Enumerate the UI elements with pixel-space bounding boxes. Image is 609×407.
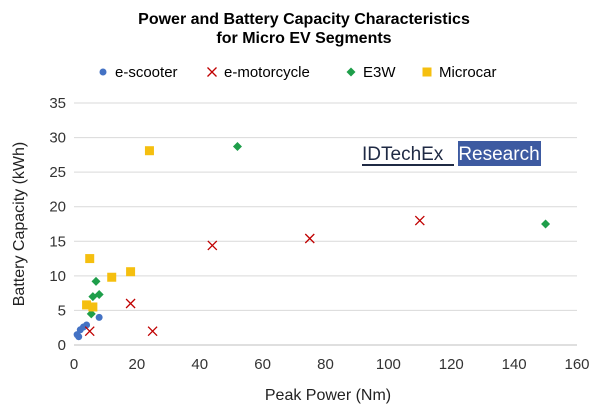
y-tick-label: 10	[49, 268, 66, 285]
tick-labels: 0 5 10 15 20 25 30 35 0 20 40 60 80 100 120 140 160	[49, 95, 589, 373]
E3W-point	[541, 219, 551, 229]
legend-label-e-scooter: e-scooter	[115, 64, 178, 81]
e-scooter-point	[83, 321, 91, 329]
Microcar-point	[144, 146, 154, 156]
Microcar-point	[82, 300, 92, 310]
series-e-motorcycle	[84, 215, 425, 337]
x-tick-label: 0	[70, 356, 78, 373]
E3W-point	[232, 142, 242, 152]
e-scooter-point	[75, 333, 83, 341]
chart-legend: e-scooter e-motorcycle E3W Microcar	[99, 64, 497, 81]
logo-underline	[362, 164, 454, 166]
x-tick-label: 140	[502, 356, 527, 373]
y-tick-label: 25	[49, 164, 66, 181]
e-motorcycle-point	[125, 298, 136, 309]
x-tick-label: 40	[191, 356, 208, 373]
E3W-point	[91, 276, 101, 286]
legend-marker-E3W	[346, 67, 356, 77]
x-tick-label: 100	[376, 356, 401, 373]
y-tick-label: 5	[58, 302, 66, 319]
legend-label-e-motorcycle: e-motorcycle	[224, 64, 310, 81]
e-motorcycle-point	[304, 233, 315, 244]
data-points	[73, 142, 551, 341]
x-axis-label: Peak Power (Nm)	[265, 387, 391, 404]
idtechex-logo: IDTechEx Research	[362, 141, 541, 166]
Microcar-point	[85, 254, 95, 264]
E3W-point	[86, 309, 96, 319]
E3W-point	[94, 290, 104, 300]
x-tick-label: 80	[317, 356, 334, 373]
Microcar-point	[126, 267, 136, 277]
Microcar-point	[88, 302, 98, 312]
x-tick-label: 160	[564, 356, 589, 373]
gridlines	[74, 102, 577, 311]
y-tick-label: 30	[49, 130, 66, 147]
legend-label-Microcar: Microcar	[439, 64, 497, 81]
legend-marker-Microcar	[422, 67, 432, 77]
x-tick-label: 120	[439, 356, 464, 373]
e-scooter-point	[95, 313, 103, 321]
Microcar-point	[107, 272, 117, 282]
e-motorcycle-point	[207, 240, 218, 251]
e-motorcycle-point	[414, 215, 425, 226]
legend-marker-e-motorcycle	[207, 67, 217, 77]
y-tick-label: 35	[49, 95, 66, 112]
legend-label-E3W: E3W	[363, 64, 396, 81]
series-E3W	[86, 142, 551, 319]
logo-brand: IDTechEx	[362, 144, 444, 165]
chart-title-line-1: Power and Battery Capacity Characteristi…	[138, 11, 470, 28]
series-Microcar	[82, 146, 154, 312]
y-axis-label: Battery Capacity (kWh)	[11, 142, 28, 306]
y-tick-label: 20	[49, 199, 66, 216]
series-e-scooter	[73, 313, 103, 341]
logo-suffix: Research	[458, 144, 539, 165]
logo-suffix-bg	[458, 141, 541, 166]
chart-title-line-2: for Micro EV Segments	[216, 30, 391, 47]
e-motorcycle-point	[84, 326, 95, 337]
e-motorcycle-point	[147, 326, 158, 337]
x-tick-label: 60	[254, 356, 271, 373]
x-tick-label: 20	[129, 356, 146, 373]
y-tick-label: 15	[49, 233, 66, 250]
y-tick-label: 0	[58, 337, 66, 354]
legend-marker-e-scooter	[99, 68, 107, 76]
